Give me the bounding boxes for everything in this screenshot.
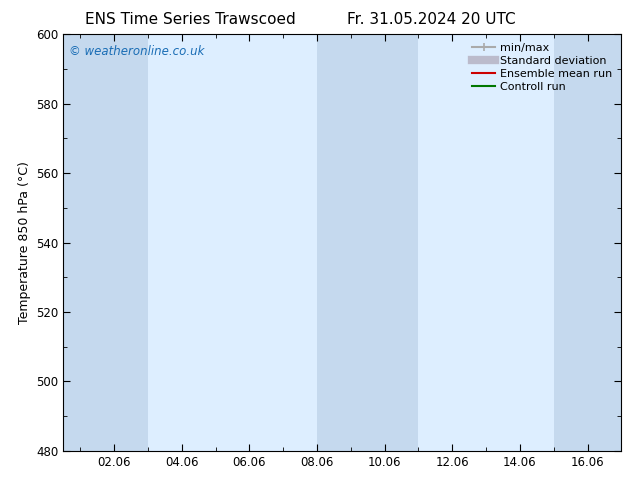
Bar	[148, 34, 216, 451]
Y-axis label: Temperature 850 hPa (°C): Temperature 850 hPa (°C)	[18, 161, 30, 324]
Bar	[553, 34, 621, 451]
Bar	[63, 34, 148, 451]
Bar	[216, 34, 317, 451]
Text: Fr. 31.05.2024 20 UTC: Fr. 31.05.2024 20 UTC	[347, 12, 515, 27]
Text: ENS Time Series Trawscoed: ENS Time Series Trawscoed	[85, 12, 295, 27]
Bar	[418, 34, 553, 451]
Bar	[317, 34, 418, 451]
Text: © weatheronline.co.uk: © weatheronline.co.uk	[69, 45, 204, 58]
Legend: min/max, Standard deviation, Ensemble mean run, Controll run: min/max, Standard deviation, Ensemble me…	[469, 40, 616, 95]
